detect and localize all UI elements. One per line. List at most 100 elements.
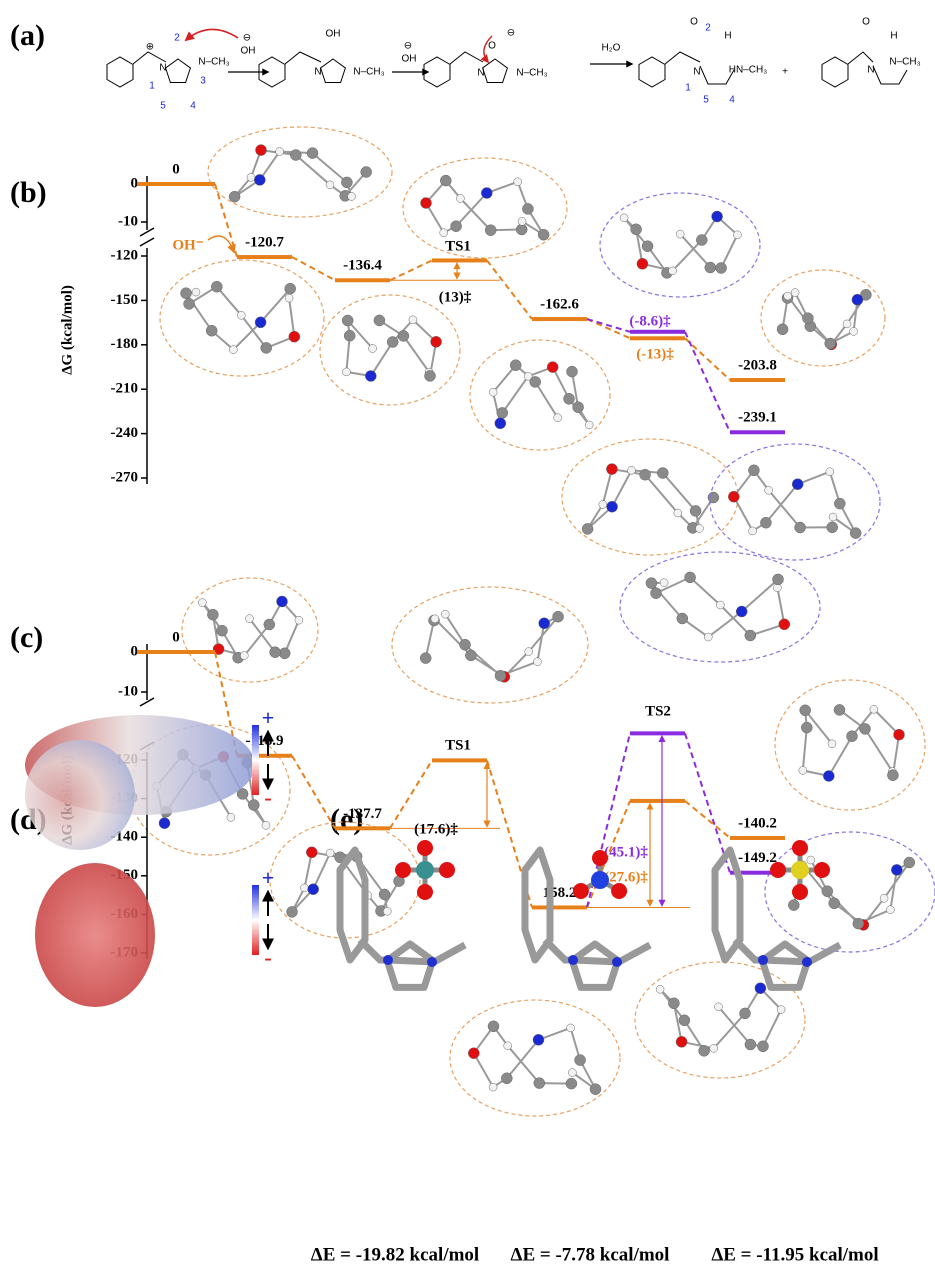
panel-label: (b): [10, 176, 47, 209]
atom: [530, 376, 541, 387]
value-label: -136.4: [343, 258, 382, 274]
atom: [607, 501, 618, 512]
structure-outline: [320, 295, 460, 405]
atom: [795, 522, 806, 533]
benzene: [639, 57, 665, 87]
atom: [495, 670, 506, 681]
atom: [802, 957, 812, 967]
scheme-text: ⊖: [404, 41, 412, 52]
atom: [669, 267, 677, 275]
connector: [390, 260, 432, 280]
atom: [516, 224, 527, 235]
scheme-text: N–CH₃: [889, 57, 920, 68]
panel-label: (c): [10, 621, 43, 654]
atom: [599, 500, 607, 508]
atom: [465, 650, 476, 661]
atom: [568, 955, 578, 965]
energy-level: [335, 278, 390, 282]
atom: [497, 407, 508, 418]
atom: [261, 342, 272, 353]
atom: [585, 421, 593, 429]
benzene: [822, 57, 848, 87]
atom: [395, 862, 411, 878]
atom: [802, 313, 813, 324]
atom: [431, 615, 439, 623]
atom: [712, 211, 723, 222]
atom: [566, 1078, 577, 1089]
atom: [567, 1024, 575, 1032]
connector: [685, 332, 730, 432]
atom: [657, 468, 668, 479]
atom: [807, 856, 815, 864]
energy-level: [630, 731, 685, 735]
atom: [904, 857, 915, 868]
connector: [487, 260, 532, 319]
annotation: TS2: [645, 703, 671, 719]
y-tick-label: -10: [118, 683, 138, 699]
value-label: -118.9: [246, 733, 284, 749]
scheme-text: 2: [174, 33, 180, 44]
atom: [828, 740, 836, 748]
atom: [277, 596, 288, 607]
atom: [308, 884, 319, 895]
atom: [456, 194, 464, 202]
scheme-text: 1: [685, 83, 691, 94]
atom: [306, 847, 317, 858]
atom: [159, 818, 170, 829]
scale-sign: -: [264, 785, 271, 810]
structure-outline: [765, 832, 935, 952]
bond: [285, 52, 321, 64]
scheme-text: OH: [241, 46, 256, 57]
atom: [504, 1042, 512, 1050]
imidazole: [483, 59, 508, 83]
atom: [240, 652, 248, 660]
scheme-text: H: [724, 31, 731, 42]
atom: [514, 178, 522, 186]
scale-sign: +: [262, 865, 275, 890]
value-label: -203.8: [738, 357, 777, 373]
atom: [285, 283, 296, 294]
atom: [850, 327, 858, 335]
annotation: (-8.6)‡: [629, 313, 671, 329]
atom: [573, 402, 584, 413]
scheme-text: ⊖: [243, 33, 251, 44]
atom: [420, 653, 431, 664]
scheme-text: ⊕: [146, 42, 154, 53]
atom: [792, 840, 808, 856]
atom: [822, 886, 833, 897]
energy-label: ΔE = -7.78 kcal/mol: [511, 1244, 670, 1265]
atom: [301, 884, 309, 892]
atom: [440, 175, 451, 186]
atom: [748, 465, 759, 476]
y-tick-label: 0: [131, 175, 139, 191]
atom: [834, 704, 845, 715]
atom: [886, 906, 894, 914]
atom: [770, 862, 786, 878]
scheme-text: N–CH₃: [353, 67, 384, 78]
atom: [237, 311, 245, 319]
scheme-text: +: [782, 67, 788, 78]
value-label: -162.6: [540, 296, 579, 312]
atom: [777, 1006, 785, 1014]
scheme-text: O: [862, 17, 870, 28]
atom: [696, 524, 704, 532]
atom: [361, 167, 372, 178]
atom: [704, 633, 712, 641]
energy-level: [630, 799, 685, 803]
ring: [572, 944, 618, 987]
atom: [495, 418, 506, 429]
energy-level: [432, 758, 487, 762]
curved-arrow: [208, 236, 234, 252]
atom: [229, 346, 237, 354]
y-tick-label: -210: [111, 381, 139, 397]
atom: [344, 330, 355, 341]
y-tick-label: -180: [111, 336, 139, 352]
scheme-text: 4: [190, 101, 196, 112]
atom: [398, 330, 409, 341]
atom: [262, 821, 270, 829]
annotation: TS1: [445, 737, 471, 753]
y-tick-label: -150: [111, 292, 139, 308]
atom: [289, 331, 300, 342]
atom: [481, 188, 492, 199]
scheme-text: N–CH₃: [198, 57, 229, 68]
